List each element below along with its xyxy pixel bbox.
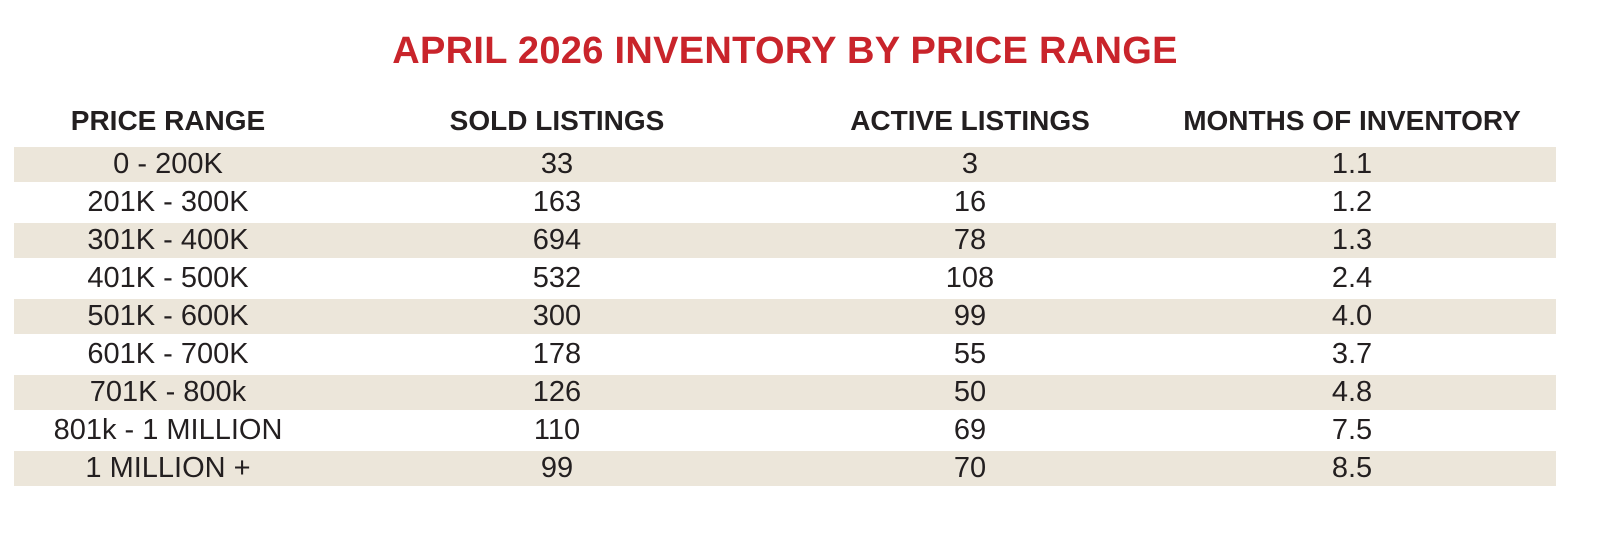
table-row: 601K - 700K 178 55 3.7	[14, 334, 1556, 375]
cell-months-of-inventory: 1.2	[1148, 182, 1556, 223]
cell-price-range: 0 - 200K	[14, 144, 322, 185]
cell-active-listings: 78	[792, 220, 1148, 261]
cell-price-range: 201K - 300K	[14, 182, 322, 223]
cell-months-of-inventory: 4.0	[1148, 296, 1556, 337]
table-row: 501K - 600K 300 99 4.0	[14, 296, 1556, 337]
header-active-listings: ACTIVE LISTINGS	[850, 105, 1090, 136]
header-row: PRICE RANGE SOLD LISTINGS ACTIVE LISTING…	[14, 98, 1556, 146]
table-row: 1 MILLION + 99 70 8.5	[14, 448, 1556, 489]
cell-sold-listings: 33	[322, 144, 792, 185]
table-row: 201K - 300K 163 16 1.2	[14, 182, 1556, 223]
cell-sold-listings: 126	[322, 372, 792, 413]
cell-active-listings: 108	[792, 258, 1148, 299]
chart-title: APRIL 2026 INVENTORY BY PRICE RANGE	[392, 30, 1178, 72]
cell-sold-listings: 178	[322, 334, 792, 375]
cell-price-range: 401K - 500K	[14, 258, 322, 299]
cell-price-range: 801k - 1 MILLION	[14, 410, 322, 451]
inventory-table: PRICE RANGE SOLD LISTINGS ACTIVE LISTING…	[14, 98, 1556, 489]
table-row: 401K - 500K 532 108 2.4	[14, 258, 1556, 299]
header-sold-listings: SOLD LISTINGS	[449, 105, 665, 136]
cell-sold-listings: 110	[322, 410, 792, 451]
header-price-range: PRICE RANGE	[70, 105, 266, 136]
cell-sold-listings: 300	[322, 296, 792, 337]
cell-sold-listings: 163	[322, 182, 792, 223]
cell-months-of-inventory: 1.3	[1148, 220, 1556, 261]
cell-months-of-inventory: 7.5	[1148, 410, 1556, 451]
cell-sold-listings: 532	[322, 258, 792, 299]
cell-active-listings: 55	[792, 334, 1148, 375]
cell-price-range: 701K - 800k	[14, 372, 322, 413]
table-row: 301K - 400K 694 78 1.3	[14, 220, 1556, 261]
header-months-of-inventory: MONTHS OF INVENTORY	[1183, 105, 1521, 136]
cell-price-range: 301K - 400K	[14, 220, 322, 261]
cell-months-of-inventory: 4.8	[1148, 372, 1556, 413]
cell-price-range: 501K - 600K	[14, 296, 322, 337]
cell-price-range: 601K - 700K	[14, 334, 322, 375]
cell-sold-listings: 694	[322, 220, 792, 261]
cell-months-of-inventory: 1.1	[1148, 144, 1556, 185]
cell-active-listings: 69	[792, 410, 1148, 451]
cell-active-listings: 50	[792, 372, 1148, 413]
cell-months-of-inventory: 2.4	[1148, 258, 1556, 299]
cell-price-range: 1 MILLION +	[14, 448, 322, 489]
table-row: 0 - 200K 33 3 1.1	[14, 144, 1556, 185]
cell-sold-listings: 99	[322, 448, 792, 489]
cell-active-listings: 16	[792, 182, 1148, 223]
table-row: 701K - 800k 126 50 4.8	[14, 372, 1556, 413]
cell-months-of-inventory: 3.7	[1148, 334, 1556, 375]
cell-active-listings: 99	[792, 296, 1148, 337]
table-row: 801k - 1 MILLION 110 69 7.5	[14, 410, 1556, 451]
cell-active-listings: 3	[792, 144, 1148, 185]
cell-active-listings: 70	[792, 448, 1148, 489]
cell-months-of-inventory: 8.5	[1148, 448, 1556, 489]
